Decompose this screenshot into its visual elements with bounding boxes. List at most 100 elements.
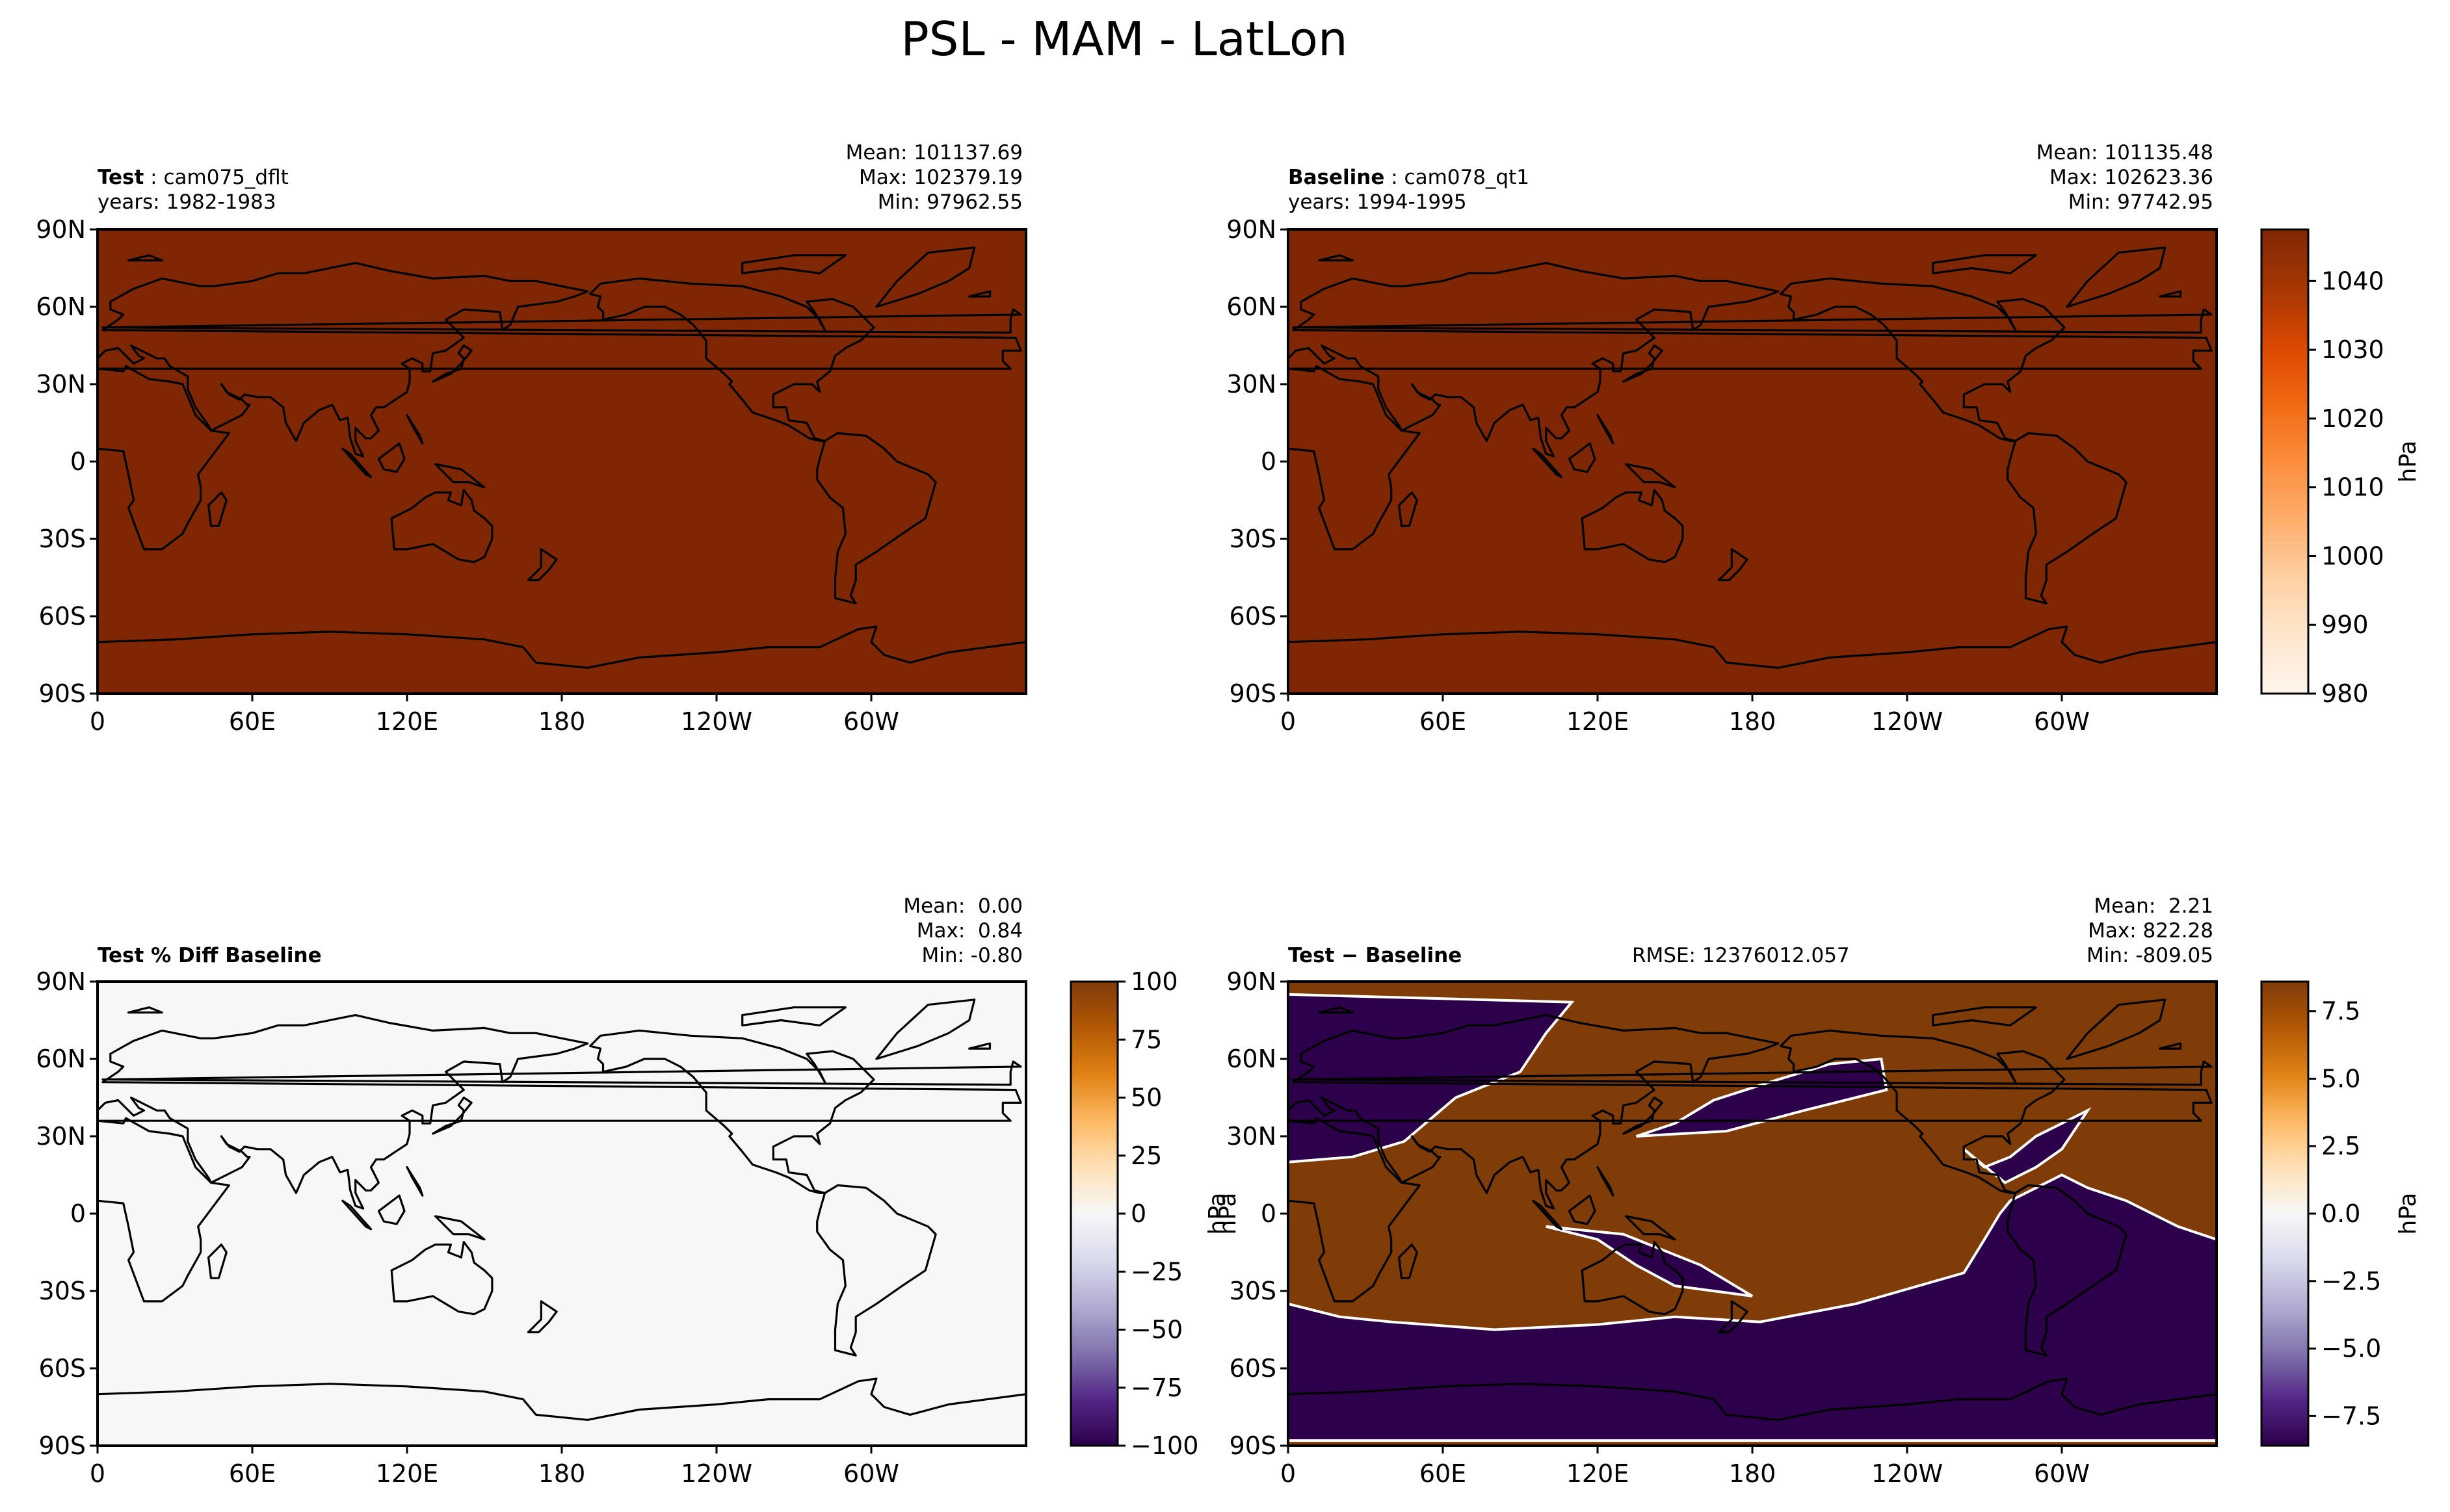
colorbar-tick-label: 0.0 bbox=[2321, 1199, 2360, 1228]
coastline bbox=[2159, 290, 2182, 298]
lon-tick-label: 0 bbox=[1280, 1459, 1296, 1488]
lat-tick-label: 60S bbox=[39, 1354, 86, 1383]
colorbar-tick-label: −25 bbox=[1131, 1257, 1183, 1286]
diff-panel-title: Test − Baseline bbox=[1288, 944, 1462, 967]
diff-mean: Mean: 2.21 bbox=[2094, 894, 2213, 918]
lon-tick-label: 60W bbox=[843, 1459, 899, 1488]
lat-tick-label: 60N bbox=[1226, 293, 1276, 321]
lon-tick-label: 180 bbox=[538, 1459, 586, 1488]
lon-tick-label: 180 bbox=[1729, 707, 1776, 736]
coastline bbox=[1292, 1060, 2213, 1086]
colorbar-main-fill bbox=[2260, 228, 2310, 695]
coastline bbox=[434, 1215, 486, 1241]
coastline bbox=[434, 463, 486, 489]
lon-tick-label: 120W bbox=[681, 1459, 752, 1488]
lon-tick-label: 60W bbox=[843, 707, 899, 736]
lat-tick-label: 0 bbox=[1261, 447, 1276, 476]
colorbar-tick-label: −5.0 bbox=[2321, 1335, 2381, 1363]
coastline bbox=[341, 1199, 373, 1231]
coastline bbox=[968, 1042, 992, 1050]
lat-tick-label: 60N bbox=[1226, 1045, 1276, 1073]
colorbar-tick-label: 75 bbox=[1131, 1025, 1162, 1054]
negative-anomaly-region bbox=[1546, 1225, 1754, 1297]
coastline bbox=[98, 1377, 1026, 1421]
colorbar-tick-label: 7.5 bbox=[2321, 997, 2360, 1026]
coastline bbox=[341, 447, 373, 478]
baseline-stats: Mean: 101135.48 Max: 102623.36 Min: 97742.… bbox=[2036, 140, 2213, 215]
colorbar-tick-label: 0 bbox=[1131, 1199, 1146, 1228]
colorbar-tick-label: 1020 bbox=[2321, 404, 2384, 433]
lon-tick-label: 0 bbox=[90, 707, 105, 736]
negative-anomaly-region bbox=[1288, 1173, 2217, 1442]
map-field-baseline bbox=[1288, 229, 2217, 694]
figure-title: PSL - MAM - LatLon bbox=[901, 12, 1348, 66]
coastline bbox=[98, 1117, 230, 1303]
negative-anomaly-region bbox=[1962, 1107, 2092, 1184]
diff-panel-ylabel: hPa bbox=[1215, 1193, 1241, 1235]
coastline bbox=[1622, 344, 1663, 383]
lon-tick-label: 0 bbox=[90, 1459, 105, 1488]
colorbar-tick-label: 2.5 bbox=[2321, 1132, 2360, 1160]
coastline bbox=[1622, 1096, 1663, 1135]
coastline bbox=[1596, 1166, 1614, 1197]
lon-tick-label: 180 bbox=[1729, 1459, 1776, 1488]
lat-tick-label: 60S bbox=[1230, 1354, 1276, 1383]
colorbar-tick-label: −50 bbox=[1131, 1316, 1183, 1344]
map-layers-diff bbox=[1288, 993, 2217, 1442]
colorbar-tick-label: 990 bbox=[2321, 610, 2369, 639]
lat-tick-label: 90S bbox=[39, 1431, 86, 1460]
test-panel-title: Test : cam075_dflt bbox=[98, 165, 289, 190]
coastline bbox=[1398, 491, 1418, 527]
lon-tick-label: 120W bbox=[1871, 1459, 1943, 1488]
colorbar-tick-label: 1000 bbox=[2321, 541, 2384, 570]
coastline bbox=[1568, 1194, 1596, 1225]
coastline bbox=[1568, 442, 1596, 473]
colorbar-tick-label: 50 bbox=[1131, 1084, 1162, 1112]
map-field-pctdiff bbox=[98, 982, 1026, 1446]
lat-tick-label: 60S bbox=[39, 602, 86, 631]
map-layers-test bbox=[98, 246, 1026, 669]
coastline bbox=[1625, 463, 1676, 489]
lat-tick-label: 90N bbox=[1226, 215, 1276, 244]
baseline-panel-title: Baseline : cam078_qt1 bbox=[1288, 165, 1529, 190]
colorbar-label: hPa bbox=[2395, 441, 2421, 483]
coastline bbox=[875, 246, 976, 308]
coastline bbox=[98, 625, 1026, 669]
test-max: Max: 102379.19 bbox=[858, 166, 1023, 189]
coastline bbox=[1625, 1215, 1676, 1241]
test-mean: Mean: 101137.69 bbox=[845, 141, 1023, 164]
coastline bbox=[875, 998, 976, 1060]
coastline bbox=[127, 254, 163, 262]
lat-tick-label: 90N bbox=[36, 967, 86, 996]
diff-rmse: RMSE: 12376012.057 bbox=[1632, 944, 1850, 967]
coastline bbox=[2007, 432, 2127, 605]
coastline bbox=[1288, 262, 2213, 458]
baseline-case-name: : cam078_qt1 bbox=[1384, 166, 1529, 189]
lat-tick-label: 90S bbox=[1230, 1431, 1276, 1460]
lon-tick-label: 180 bbox=[538, 707, 586, 736]
lon-tick-label: 120E bbox=[1566, 707, 1629, 736]
test-years: years: 1982-1983 bbox=[98, 190, 276, 214]
coastline bbox=[816, 1184, 937, 1357]
coastline bbox=[1288, 1377, 2217, 1421]
colorbar-tick-label: 1030 bbox=[2321, 335, 2384, 364]
pctdiff-min: Min: -0.80 bbox=[921, 944, 1023, 967]
coastline bbox=[1288, 365, 1421, 551]
pctdiff-max: Max: 0.84 bbox=[916, 919, 1023, 943]
coastline bbox=[1292, 308, 2213, 334]
lat-tick-label: 90S bbox=[39, 679, 86, 708]
coastline bbox=[2007, 1184, 2127, 1357]
map-layers-baseline bbox=[1288, 246, 2217, 669]
lat-tick-label: 60N bbox=[36, 1045, 86, 1073]
map-field-test bbox=[98, 229, 1026, 694]
colorbar-diff: 7.5 5.0 2.5 0.0 −2.5 −5.0 −7.5 hPa bbox=[2260, 980, 2421, 1447]
coastline bbox=[1532, 1199, 1563, 1231]
coastline bbox=[98, 1014, 1022, 1210]
coastline bbox=[2066, 246, 2167, 308]
coastline bbox=[390, 489, 494, 564]
pctdiff-panel-title: Test % Diff Baseline bbox=[98, 944, 322, 967]
lat-tick-label: 90N bbox=[1226, 967, 1276, 996]
coastline bbox=[207, 1244, 228, 1279]
